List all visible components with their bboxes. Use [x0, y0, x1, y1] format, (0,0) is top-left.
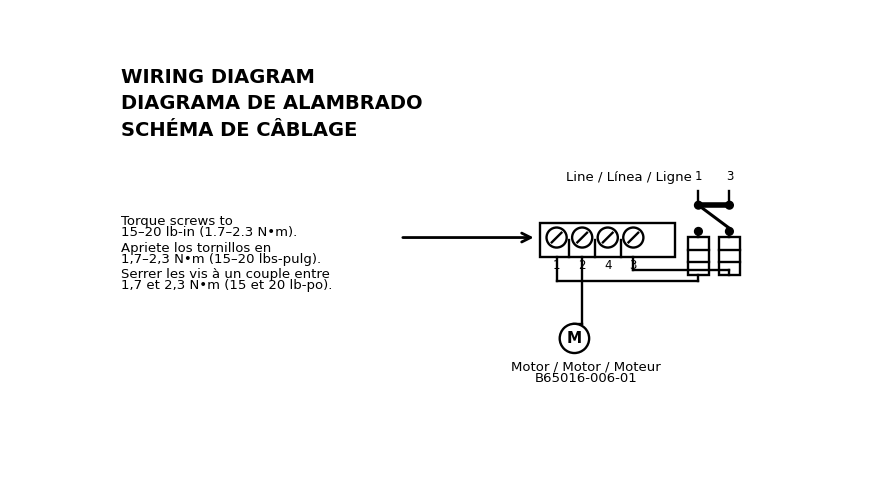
Circle shape	[695, 228, 703, 235]
Circle shape	[695, 201, 703, 209]
Text: 2: 2	[578, 259, 586, 272]
Circle shape	[546, 228, 567, 248]
Text: Serrer les vis à un couple entre: Serrer les vis à un couple entre	[121, 268, 330, 282]
Text: DIAGRAMA DE ALAMBRADO: DIAGRAMA DE ALAMBRADO	[121, 94, 423, 113]
Text: 1,7 et 2,3 N•m (15 et 20 lb-po).: 1,7 et 2,3 N•m (15 et 20 lb-po).	[121, 279, 333, 292]
Text: 1: 1	[695, 170, 702, 183]
Text: B65016-006-01: B65016-006-01	[535, 372, 637, 385]
Bar	[540, 223, 675, 257]
Circle shape	[598, 228, 618, 248]
Text: 4: 4	[604, 259, 611, 272]
Bar	[687, 237, 709, 275]
Text: WIRING DIAGRAM: WIRING DIAGRAM	[121, 68, 315, 87]
Bar	[719, 237, 740, 275]
Text: 3: 3	[629, 259, 637, 272]
Text: Motor / Motor / Moteur: Motor / Motor / Moteur	[511, 361, 661, 374]
Text: 3: 3	[726, 170, 733, 183]
Circle shape	[726, 201, 733, 209]
Text: Torque screws to: Torque screws to	[121, 215, 233, 228]
Text: 1: 1	[552, 259, 561, 272]
Circle shape	[623, 228, 644, 248]
Text: Line / Línea / Ligne: Line / Línea / Ligne	[566, 171, 691, 185]
Circle shape	[726, 228, 733, 235]
Circle shape	[560, 324, 589, 353]
Text: Apriete los tornillos en: Apriete los tornillos en	[121, 242, 271, 255]
Circle shape	[572, 228, 592, 248]
Text: SCHÉMA DE CÂBLAGE: SCHÉMA DE CÂBLAGE	[121, 120, 358, 140]
Text: M: M	[567, 331, 582, 346]
Text: 15–20 lb-in (1.7–2.3 N•m).: 15–20 lb-in (1.7–2.3 N•m).	[121, 226, 298, 239]
Text: 1,7–2,3 N•m (15–20 lbs-pulg).: 1,7–2,3 N•m (15–20 lbs-pulg).	[121, 253, 321, 266]
